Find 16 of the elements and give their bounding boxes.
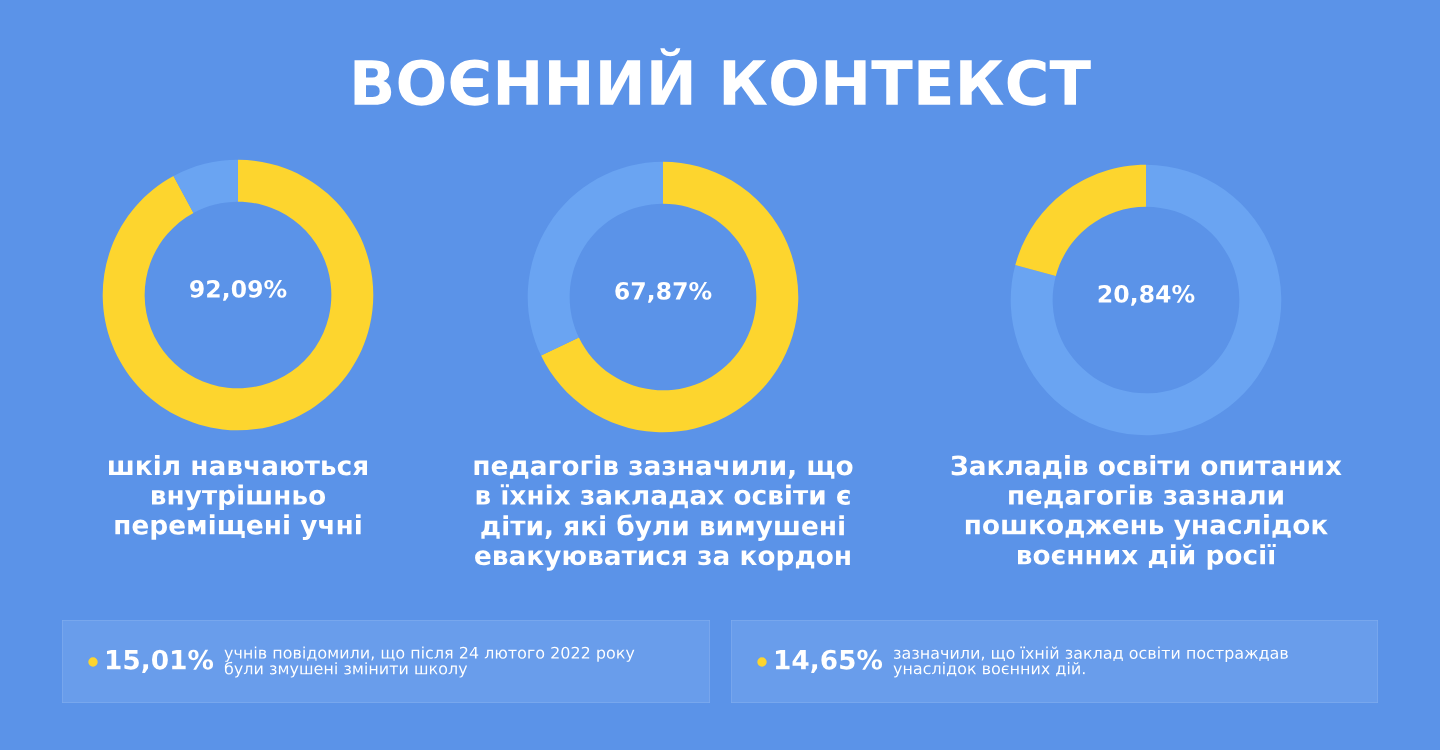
text: 14,65% <box>775 649 883 674</box>
text: учнів повідомили, що після 24 лютого 2022 року були змушені змінити школу <box>224 646 635 678</box>
data-label: 67,87% <box>615 281 712 303</box>
donut-slice <box>1015 164 1146 276</box>
data-label: 20,84% <box>1098 284 1195 306</box>
text: 15,01% <box>106 649 214 674</box>
text: шкіл навчаються внутрішньо переміщені учні <box>109 455 368 541</box>
donut-slice <box>102 159 374 431</box>
text: Закладів освіти опитаних педагогів зазнали пошкоджень унаслідок воєнних дій росії <box>951 455 1342 570</box>
data-label: 92,09% <box>190 279 287 301</box>
text: зазначили, що їхній заклад освіти постраждав унаслідок воєнних дій. <box>893 646 1288 678</box>
text: ВОЄННИЙ КОНТЕКСТ <box>354 48 1091 106</box>
donut-slice <box>1010 164 1282 436</box>
donut-slice <box>541 161 799 433</box>
text: педагогів зазначили, що в їхніх закладах освіти є діти, які були вимушені евакуюватися за кордон <box>474 455 853 571</box>
donut-slice <box>173 159 238 213</box>
